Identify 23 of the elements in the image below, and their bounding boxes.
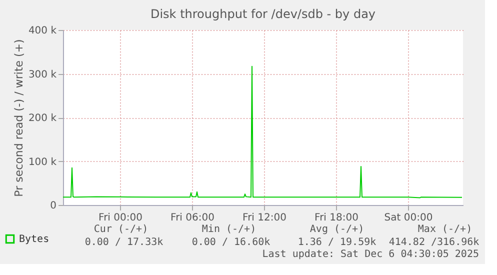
x-tick-label: Sat 00:00	[384, 212, 433, 224]
text: 0.00 / 17.33k	[84, 237, 164, 248]
legend-label: Bytes	[19, 234, 50, 245]
text: 1.36 / 19.59k	[298, 237, 376, 248]
text: Max (-/+)	[418, 224, 472, 235]
text: Avg (-/+)	[310, 224, 364, 235]
text: Min (-/+)	[202, 224, 256, 235]
text: Cur (-/+)	[94, 224, 148, 235]
y-tick-label: 100 k	[28, 156, 57, 168]
text: 0.00 / 16.60k	[192, 237, 270, 248]
chart-title: Disk throughput for /dev/sdb - by day	[150, 7, 376, 21]
x-tick-label: Fri 18:00	[314, 212, 358, 224]
y-tick-label: 300 k	[28, 69, 57, 80]
y-tick-label: 0	[50, 200, 56, 212]
text: 414.82 /316.96k	[388, 237, 480, 248]
x-tick-label: Fri 00:00	[98, 212, 142, 224]
x-tick-label: Fri 12:00	[242, 212, 286, 224]
y-axis-title: Pr second read (-) / write (+)	[12, 39, 26, 197]
y-tick-label: 200 k	[28, 113, 57, 124]
x-tick-label: Fri 06:00	[170, 212, 214, 224]
text: Last update: Sat Dec 6 04:30:05 2025	[262, 249, 479, 260]
line-series	[63, 66, 462, 198]
y-tick-label: 400 k	[28, 26, 57, 36]
